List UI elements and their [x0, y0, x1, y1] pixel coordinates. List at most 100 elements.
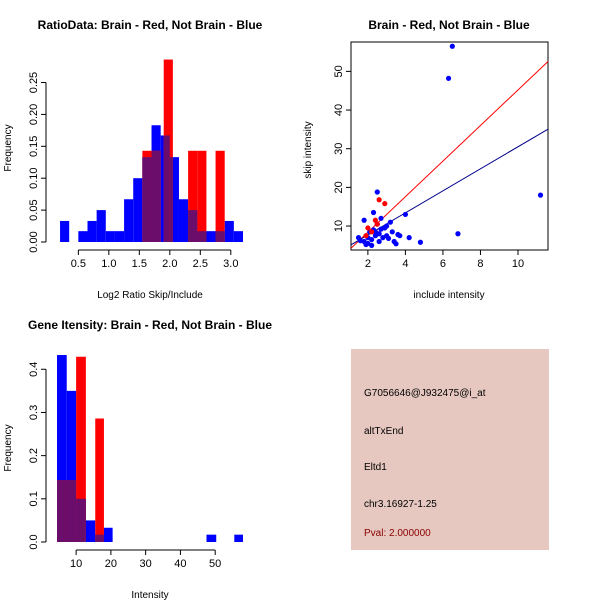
- intensity-y-axis-label: Frequency: [3, 424, 14, 471]
- scatter-y-tick-label: 20: [333, 181, 345, 193]
- ratio-bar-brain: [215, 150, 225, 242]
- scatter-point-brain: [369, 229, 375, 235]
- ratio-bar-not-brain: [224, 220, 234, 242]
- scatter-x-tick-label: 8: [477, 258, 483, 270]
- scatter-y-axis-label: skip intensity: [303, 121, 314, 178]
- ratio-bar-overlap: [151, 150, 161, 242]
- scatter-x-tick-label: 4: [402, 258, 408, 270]
- intensity-bar-not-brain: [66, 390, 77, 542]
- probe-id-text: G7056646@J932475@i_at: [364, 388, 486, 399]
- intensity-bar-not-brain: [85, 520, 96, 542]
- scatter-y-tick-label: 10: [333, 220, 345, 232]
- scatter-point-not-brain: [376, 238, 382, 245]
- ratio-bar-brain: [197, 150, 207, 242]
- ratio-bar-not-brain: [60, 220, 70, 242]
- intensity-x-tick-label: 40: [174, 558, 186, 570]
- scatter-point-not-brain: [372, 229, 378, 235]
- scatter-point-not-brain: [445, 75, 452, 81]
- ratio-bar-overlap: [197, 231, 207, 242]
- ratio-x-tick-label: 2.5: [193, 258, 208, 270]
- intensity-bar-overlap: [57, 480, 67, 542]
- scatter-point-brain: [365, 225, 371, 231]
- ratio-bar-overlap: [142, 157, 152, 242]
- scatter-point-not-brain: [385, 235, 392, 242]
- ratio-bar-overlap: [163, 135, 170, 242]
- intensity-bar-brain: [95, 418, 104, 542]
- intensity-y-tick-label: 0.4: [28, 362, 40, 377]
- ratio-x-tick-label: 1.5: [132, 258, 147, 270]
- ratio-y-tick-label: 0.25: [28, 72, 40, 93]
- ratio-bar-overlap: [169, 157, 173, 242]
- scatter-point-not-brain: [389, 229, 395, 235]
- scatter-point-not-brain: [365, 240, 371, 247]
- scatter-point-brain: [382, 201, 388, 207]
- scatter-point-not-brain: [406, 235, 412, 241]
- scatter-chart-title: Brain - Red, Not Brain - Blue: [368, 18, 530, 32]
- intensity-y-tick-label: 0.0: [28, 534, 40, 549]
- ratio-y-axis-label: Frequency: [3, 124, 14, 171]
- gene-name-text: Eltd1: [364, 462, 387, 473]
- intensity-y-tick-label: 0.3: [28, 405, 40, 420]
- scatter-point-not-brain: [357, 238, 363, 244]
- intensity-bar-overlap: [66, 480, 77, 542]
- scatter-point-not-brain: [378, 215, 384, 221]
- scatter-point-brain: [374, 221, 380, 227]
- scatter-point-not-brain: [378, 226, 384, 232]
- intensity-chart-title: Gene Itensity: Brain - Red, Not Brain - …: [28, 318, 272, 332]
- scatter-point-not-brain: [402, 211, 409, 218]
- scatter-point-not-brain: [397, 233, 403, 239]
- ratio-bar-not-brain: [78, 231, 88, 242]
- ratio-bar-not-brain: [87, 220, 97, 242]
- intensity-histogram-panel: Gene Itensity: Brain - Red, Not Brain - …: [3, 318, 272, 600]
- intensity-bar-overlap: [76, 498, 86, 542]
- pval-text: Pval: 2.000000: [364, 528, 431, 539]
- scatter-point-not-brain: [417, 239, 424, 245]
- ratio-bar-not-brain: [233, 231, 243, 242]
- location-text: chr3.16927-1.25: [364, 499, 437, 510]
- ratio-bar-not-brain: [114, 231, 125, 242]
- ratio-bar-not-brain: [178, 199, 189, 242]
- scatter-y-tick-label: 50: [333, 65, 345, 77]
- intensity-x-axis-label: Intensity: [131, 590, 168, 600]
- brain-regression-line: [350, 61, 549, 249]
- ratio-histogram-panel: RatioData: Brain - Red, Not Brain - Blue…: [3, 18, 263, 301]
- intensity-x-tick-label: 20: [105, 558, 117, 570]
- intensity-bar-not-brain: [103, 527, 113, 542]
- ratio-x-tick-label: 2.0: [162, 258, 177, 270]
- scatter-point-brain: [376, 197, 382, 203]
- scatter-point-not-brain: [361, 217, 367, 223]
- ratio-bar-not-brain: [96, 210, 106, 242]
- ratio-y-tick-label: 0.00: [28, 231, 40, 252]
- event-type-text: altTxEnd: [364, 426, 403, 437]
- scatter-x-axis-label: include intensity: [413, 290, 484, 301]
- scatter-y-tick-label: 30: [333, 143, 345, 155]
- scatter-x-tick-label: 6: [440, 258, 446, 270]
- info-panel-background: [351, 349, 549, 550]
- ratio-bar-overlap: [215, 231, 225, 242]
- ratio-x-axis-label: Log2 Ratio Skip/Include: [97, 290, 203, 301]
- ratio-bar-not-brain: [206, 231, 216, 242]
- ratio-bar-brain: [188, 150, 198, 242]
- scatter-point-not-brain: [537, 192, 544, 198]
- ratio-bar-not-brain: [169, 157, 179, 242]
- scatter-point-not-brain: [370, 209, 377, 216]
- ratio-y-tick-label: 0.05: [28, 199, 40, 220]
- scatter-y-tick-label: 40: [333, 104, 345, 116]
- scatter-point-not-brain: [391, 238, 397, 245]
- intensity-bar-brain: [76, 356, 86, 542]
- ratio-x-tick-label: 0.5: [71, 258, 86, 270]
- ratio-bar-not-brain: [133, 178, 143, 242]
- ratio-bar-not-brain: [105, 231, 115, 242]
- ratio-x-tick-label: 1.0: [101, 258, 116, 270]
- scatter-point-not-brain: [369, 236, 375, 243]
- scatter-point-brain: [372, 217, 378, 223]
- intensity-x-tick-label: 50: [209, 558, 221, 570]
- info-panel: G7056646@J932475@i_at altTxEnd Eltd1 chr…: [351, 349, 549, 550]
- scatter-point-not-brain: [455, 231, 461, 237]
- intensity-bar-not-brain: [206, 534, 217, 542]
- scatter-x-tick-label: 10: [512, 258, 524, 270]
- ratio-y-tick-label: 0.10: [28, 167, 40, 188]
- scatter-point-not-brain: [449, 43, 455, 49]
- scatter-panel: Brain - Red, Not Brain - Blue include in…: [303, 18, 549, 301]
- ratio-x-tick-label: 3.0: [223, 258, 238, 270]
